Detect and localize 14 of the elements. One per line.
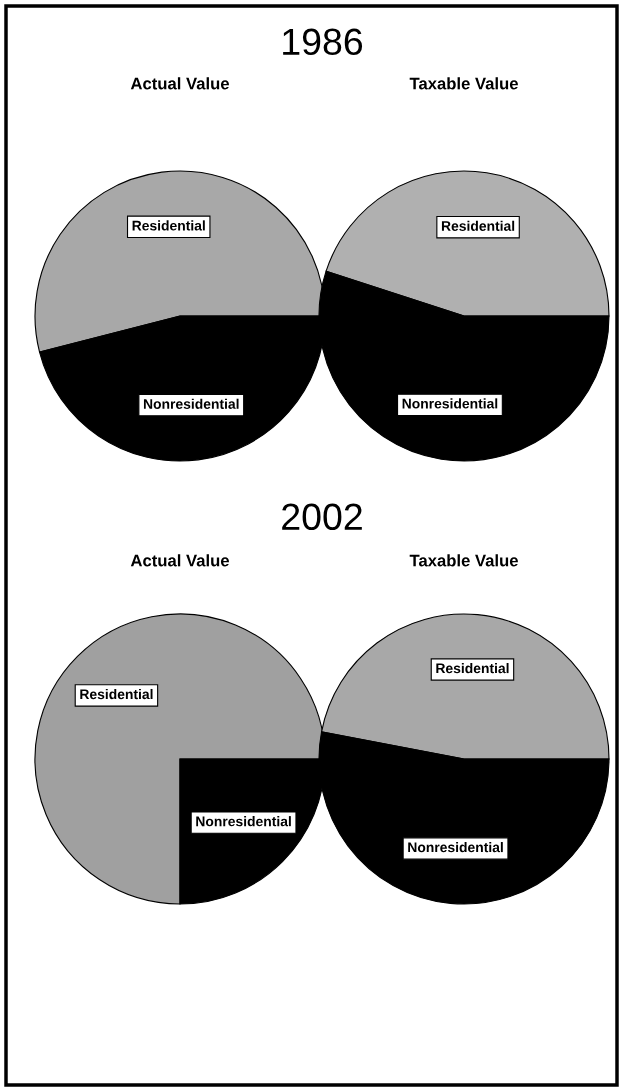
slice-label: Nonresidential (408, 842, 503, 853)
chart-title: Actual Value (130, 554, 229, 567)
slice-label: Residential (80, 688, 153, 700)
chart-title: Taxable Value (409, 554, 518, 567)
text: 2002 (282, 503, 362, 531)
slice-label: Nonresidential (143, 398, 239, 409)
slice-label: Nonresidential (196, 816, 291, 827)
chart-title: Actual Value (130, 77, 229, 90)
slice-label: Residential (132, 220, 205, 231)
slice-label: Nonresidential (402, 398, 498, 409)
slice-label: Residential (436, 663, 509, 674)
slice-label: Residential (441, 220, 515, 231)
chart-title: Taxable Value (409, 77, 518, 90)
text: 1986 (283, 28, 363, 56)
